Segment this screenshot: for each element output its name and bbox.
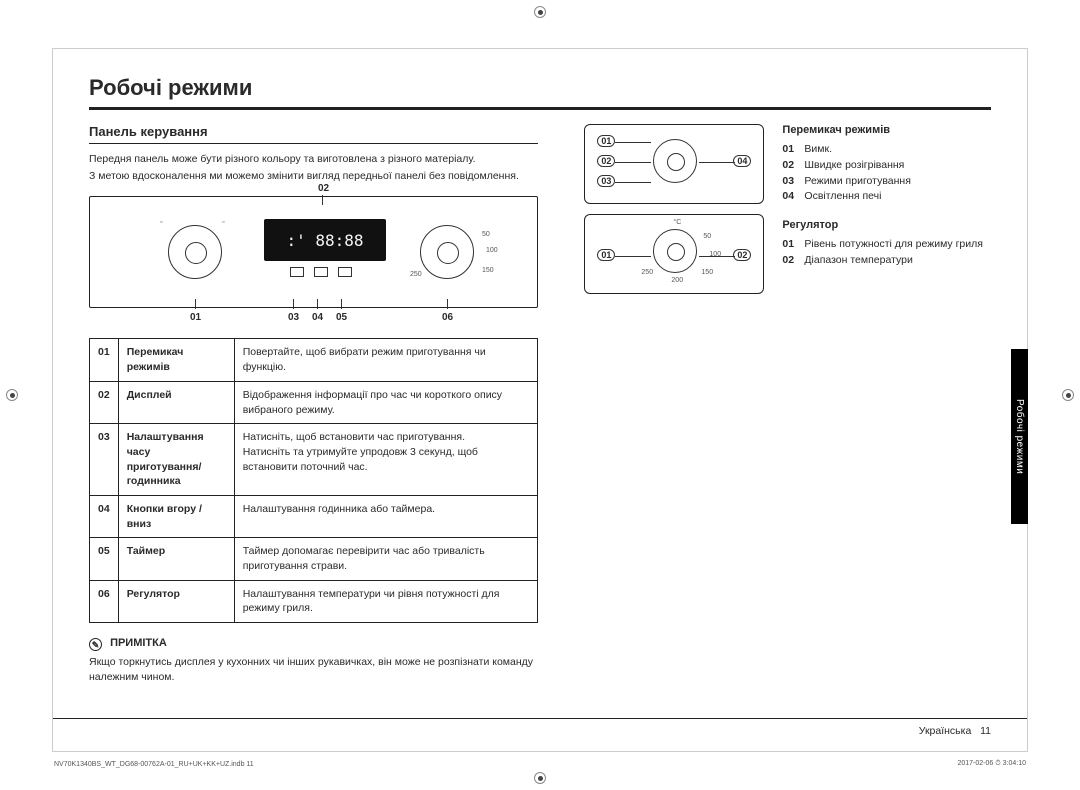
footer-page: 11 [980,725,991,737]
mode-selector-diagram: 01 02 03 04 [584,124,764,204]
temp-dial-icon [420,225,474,279]
crop-mark-icon [534,772,546,784]
note-heading: ✎ ПРИМІТКА [89,637,538,651]
intro-text-2: З метою вдосконалення ми можемо змінити … [89,169,538,184]
lists: Перемикач режимів 01Вимк. 02Швидке розіг… [782,124,991,688]
mode-dial-icon [168,225,222,279]
callout-06: 06 [442,312,453,323]
display-value: :' 88:88 [286,231,363,250]
regulator-diagram: °C 50 100 150 200 250 01 02 [584,214,764,294]
crop-mark-icon [1062,389,1074,401]
page-footer: Українська 11 [53,718,1027,737]
legend-desc: Повертайте, щоб вибрати режим приготуван… [234,339,538,381]
intro-text-1: Передня панель може бути різного кольору… [89,152,538,167]
build-path: NV70K1340BS_WT_DG68-00762A-01_RU+UK+KK+U… [54,761,254,768]
build-time: 2017-02-06 ⏱ 3:04:10 [957,760,1026,768]
table-row: 05 Таймер Таймер допомагає перевірити ча… [90,538,538,580]
table-row: 01 Перемикач режимів Повертайте, щоб виб… [90,339,538,381]
section-rule [89,143,538,144]
display-buttons [290,267,352,277]
legend-num: 01 [90,339,119,381]
crop-mark-icon [6,389,18,401]
note-text: Якщо торкнутись дисплея у кухонних чи ін… [89,655,538,685]
table-row: 06 Регулятор Налаштування температури чи… [90,580,538,622]
callout-04: 04 [312,312,323,323]
list-title: Перемикач режимів [782,124,991,136]
list-title: Регулятор [782,219,991,231]
regulator-list: Регулятор 01Рівень потужності для режиму… [782,219,991,269]
dial-icon [653,229,697,273]
mode-list: Перемикач режимів 01Вимк. 02Швидке розіг… [782,124,991,205]
display-icon: :' 88:88 [264,219,386,261]
note-label: ПРИМІТКА [110,637,167,649]
footer-lang: Українська [919,725,972,737]
title-rule [89,107,991,110]
left-column: Панель керування Передня панель може бут… [89,124,538,688]
section-tab-label: Робочі режими [1014,399,1025,474]
legend-table: 01 Перемикач режимів Повертайте, щоб виб… [89,338,538,623]
dial-diagrams: 01 02 03 04 °C 50 100 150 200 250 [584,124,764,688]
table-row: 03 Налаштування часу приготування/годинн… [90,424,538,496]
callout-02: 02 [318,183,329,194]
right-column: 01 02 03 04 °C 50 100 150 200 250 [584,124,991,688]
callout-01: 01 [190,312,201,323]
crop-mark-icon [534,6,546,18]
note-icon: ✎ [89,638,102,651]
section-tab: Робочі режими [1011,349,1028,524]
manual-page: Робочі режими Панель керування Передня п… [52,48,1028,752]
dial-icon [653,139,697,183]
callout-03: 03 [288,312,299,323]
callout-05: 05 [336,312,347,323]
legend-label: Перемикач режимів [118,339,234,381]
section-heading: Панель керування [89,124,538,139]
table-row: 02 Дисплей Відображення інформації про ч… [90,381,538,423]
control-panel-illustration: 02 ▫ ▫ :' 88:88 50 100 150 250 01 03 04 [89,196,538,308]
table-row: 04 Кнопки вгору / вниз Налаштування годи… [90,495,538,537]
page-title: Робочі режими [89,75,991,101]
